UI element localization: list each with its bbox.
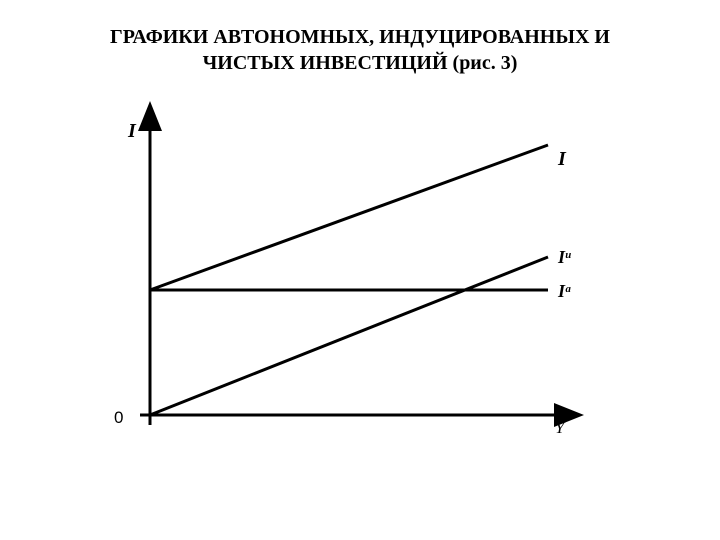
title-line-2: ЧИСТЫХ ИНВЕСТИЦИЙ (рис. 3): [0, 50, 720, 76]
label-induced-investment: Iᵘ: [557, 247, 571, 267]
line-induced-investment: [150, 257, 548, 415]
page-title: ГРАФИКИ АВТОНОМНЫХ, ИНДУЦИРОВАННЫХ И ЧИС…: [0, 0, 720, 76]
label-net-investment: I: [557, 148, 567, 170]
label-autonomous-investment: Iᵃ: [557, 281, 571, 301]
x-axis-label: Y: [555, 418, 566, 437]
line-net-investment: [150, 145, 548, 290]
y-axis-label: I: [127, 120, 137, 142]
investment-chart: I 0 Y I Iᵘ Iᵃ: [110, 115, 610, 455]
origin-label: 0: [114, 408, 123, 427]
chart-svg: I 0 Y I Iᵘ Iᵃ: [110, 115, 610, 455]
title-line-1: ГРАФИКИ АВТОНОМНЫХ, ИНДУЦИРОВАННЫХ И: [0, 24, 720, 50]
